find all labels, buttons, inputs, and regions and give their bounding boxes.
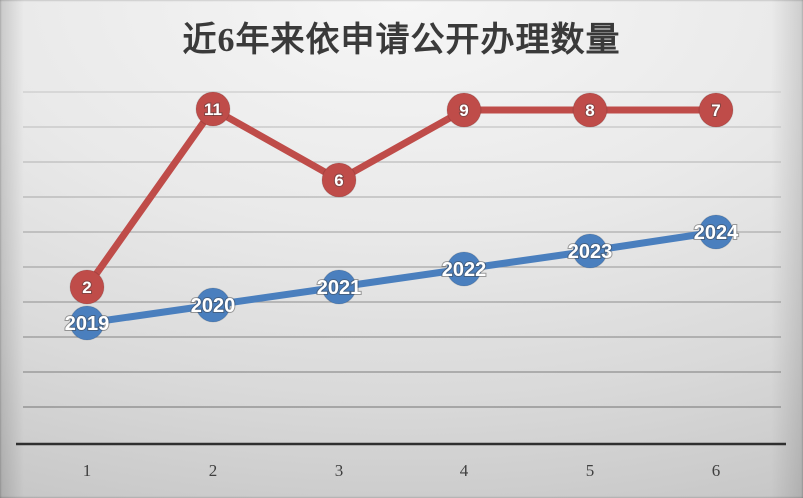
- blue-series-point-label: 2020: [191, 295, 236, 317]
- blue-series-point-label: 2024: [694, 222, 739, 244]
- red-series-point-label: 11: [204, 100, 222, 119]
- blue-series-marker: [69, 305, 105, 341]
- x-axis-tick-label: 5: [586, 461, 595, 480]
- red-series-point-label: 2: [82, 278, 91, 297]
- chart-title: 近6年来依申请公开办理数量: [182, 22, 621, 59]
- red-series-line: [83, 105, 720, 291]
- blue-series-marker: [698, 214, 734, 250]
- blue-series-marker: [446, 251, 482, 287]
- blue-series-marker: [321, 269, 357, 305]
- blue-series-line: [83, 228, 720, 327]
- x-axis-tick-label: 3: [335, 461, 344, 480]
- blue-series-point-label: 2019: [65, 313, 110, 335]
- red-series-point-label: 7: [711, 101, 720, 120]
- blue-series-marker: [572, 233, 608, 269]
- red-series-marker: [195, 91, 231, 127]
- blue-series-point-label: 2023: [568, 241, 613, 263]
- x-axis-tick-label: 6: [712, 461, 721, 480]
- blue-series-point-label: 2021: [317, 277, 362, 299]
- blue-series-marker: [195, 287, 231, 323]
- blue-series-point-label: 2022: [442, 259, 487, 281]
- red-series-marker: [69, 269, 105, 305]
- red-series-marker: [572, 92, 608, 128]
- x-axis-tick-label: 4: [460, 461, 469, 480]
- red-series-point-label: 9: [459, 101, 468, 120]
- red-series-point-label: 8: [585, 101, 594, 120]
- red-series-marker: [321, 162, 357, 198]
- red-series-marker: [446, 92, 482, 128]
- x-axis-tick-label: 2: [209, 461, 218, 480]
- red-series-point-label: 6: [334, 171, 343, 190]
- red-series-marker: [698, 92, 734, 128]
- x-axis-tick-label: 1: [83, 461, 92, 480]
